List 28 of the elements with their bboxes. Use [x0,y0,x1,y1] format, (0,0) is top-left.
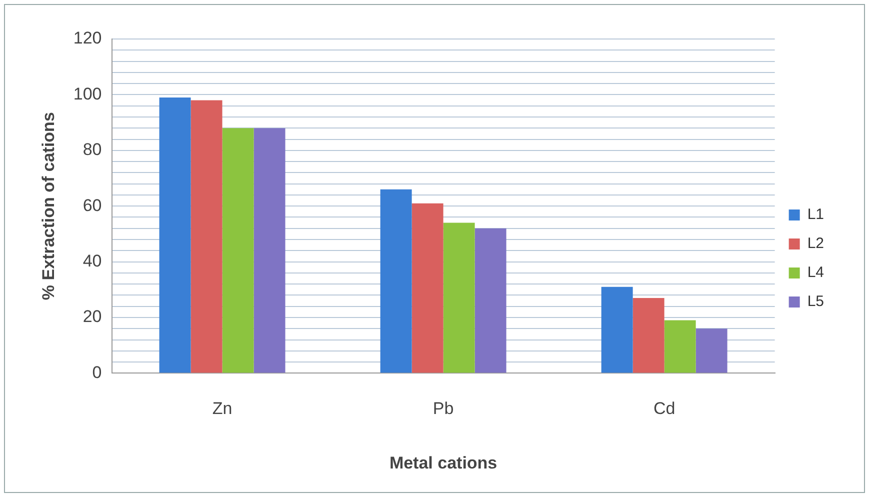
legend-label: L5 [807,293,824,310]
y-tick-label: 40 [82,251,102,270]
y-tick-label: 20 [82,307,102,326]
y-tick-label: 60 [82,196,102,215]
bar [664,320,696,373]
bar [254,128,286,373]
legend-label: L1 [807,206,824,224]
bar [190,100,222,373]
x-axis-title: Metal cations [389,453,498,472]
bar [222,128,254,373]
bar [474,228,506,373]
bar [601,286,633,373]
x-tick-label: Zn [212,399,232,418]
y-tick-label: 120 [73,28,102,48]
y-tick-label: 80 [82,140,102,160]
y-tick-label: 100 [73,84,102,104]
x-tick-label: Cd [653,399,676,418]
y-axis-title: % Extraction of cations [38,112,58,300]
bar [380,189,412,373]
legend-label: L2 [807,235,824,252]
bar [159,97,191,373]
bar [412,203,444,373]
bar [696,328,728,373]
x-tick-label: Pb [432,399,454,418]
bar [632,298,664,373]
y-tick-label: 0 [92,362,102,382]
bar [443,222,475,373]
legend-label: L4 [807,264,824,282]
